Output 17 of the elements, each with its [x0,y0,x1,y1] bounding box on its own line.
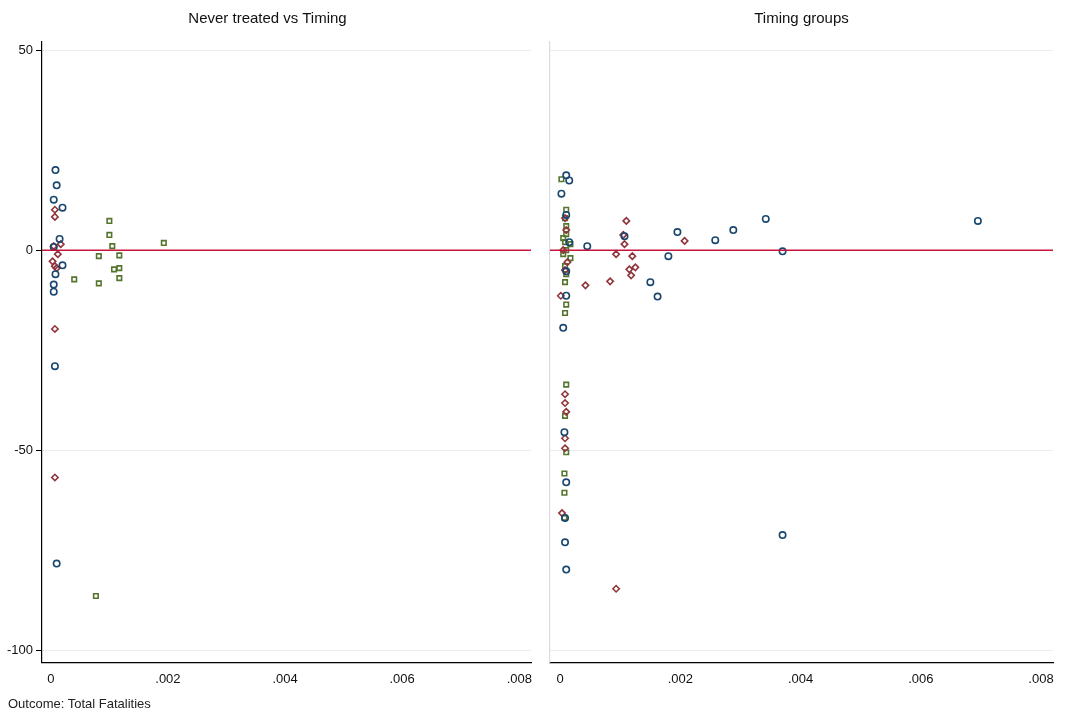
y-tick-label: -50 [14,441,34,457]
chart-title: Timing groups [754,9,849,27]
x-tick-label: .002 [667,670,694,686]
x-tick-label: .004 [787,670,814,686]
x-tick-label: .002 [155,670,181,686]
text: Outcome: Total Fatalities [8,696,151,711]
x-tick-label: .006 [908,670,934,686]
y-tick-label: 0 [25,241,34,257]
x-tick-label: 0 [556,670,564,686]
x-tick-label: .004 [272,670,298,686]
y-tick-label: 50 [18,41,34,57]
chart-title: Never treated vs Timing [188,9,347,27]
x-tick-label: .006 [389,670,415,686]
x-tick-label: .008 [506,670,532,686]
x-tick-label: .008 [1028,670,1054,686]
x-tick-label: 0 [47,670,55,686]
y-tick-label: -100 [6,641,34,657]
